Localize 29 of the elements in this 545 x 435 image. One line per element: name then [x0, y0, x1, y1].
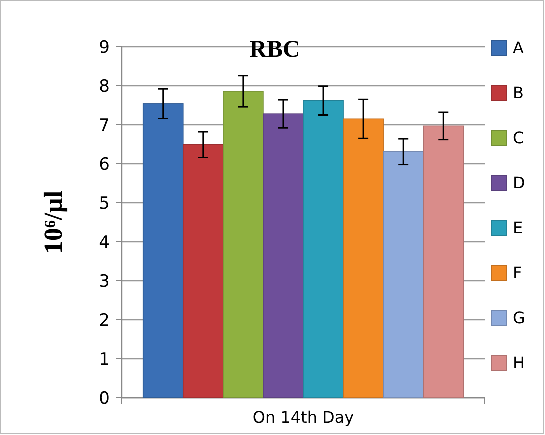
y-tick-label: 0: [99, 388, 110, 409]
bar: [423, 126, 464, 398]
legend-label: H: [513, 354, 526, 373]
y-tick-label: 9: [99, 38, 110, 58]
chart-title: RBC: [250, 37, 300, 63]
bar: [182, 144, 224, 398]
y-tick-label: 4: [99, 232, 110, 253]
legend-label: B: [513, 84, 524, 103]
legend-label: F: [513, 264, 522, 283]
bar: [343, 118, 384, 398]
legend-label: D: [513, 174, 526, 193]
y-axis-title: 10⁶/µl: [39, 190, 68, 254]
y-tick-label: 8: [99, 76, 110, 97]
y-tick-label: 7: [99, 116, 110, 136]
legend-label: E: [513, 218, 524, 238]
x-tick-label: On 14th Day: [252, 408, 354, 427]
bar: [223, 91, 264, 398]
y-tick-label: 2: [99, 310, 110, 331]
legend-label: A: [513, 38, 524, 58]
y-tick-label: 1: [99, 350, 110, 370]
bar: [142, 104, 184, 398]
legend-label: G: [513, 308, 526, 328]
bar: [303, 100, 344, 398]
y-tick-label: 5: [99, 194, 110, 214]
legend-label: C: [513, 128, 524, 148]
y-tick-label: 6: [99, 154, 110, 175]
y-tick-label: 3: [99, 272, 110, 292]
bar: [263, 114, 304, 398]
bar: [383, 152, 424, 398]
